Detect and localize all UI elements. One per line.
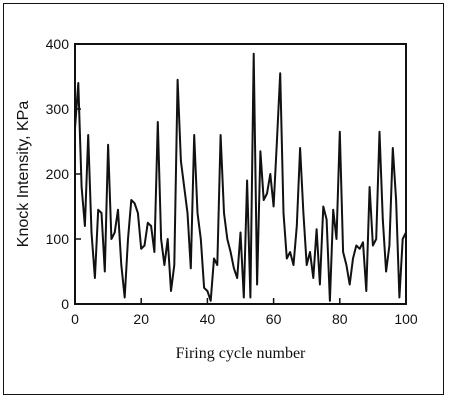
x-tick-label: 20 [133, 311, 149, 327]
y-tick-label: 200 [46, 166, 70, 182]
series-line [74, 52, 407, 302]
y-tick-label: 0 [61, 296, 69, 312]
x-tick-label: 0 [71, 311, 79, 327]
x-tick-label: 100 [394, 311, 418, 327]
plot-area [74, 43, 407, 305]
y-tick-label: 400 [46, 36, 70, 52]
x-tick-label: 40 [200, 311, 216, 327]
x-tick-label: 60 [266, 311, 282, 327]
x-axis-label: Firing cycle number [176, 345, 306, 362]
figure-frame [3, 3, 444, 395]
y-tick-label: 100 [46, 231, 70, 247]
labels-layer: 0 20 40 60 80 100 0 100 200 300 400 [46, 36, 418, 327]
ticks-layer [74, 43, 407, 305]
y-axis-label: Knock Intensity, KPa [15, 101, 32, 248]
x-tick-label: 80 [332, 311, 348, 327]
y-tick-label: 300 [46, 101, 70, 117]
